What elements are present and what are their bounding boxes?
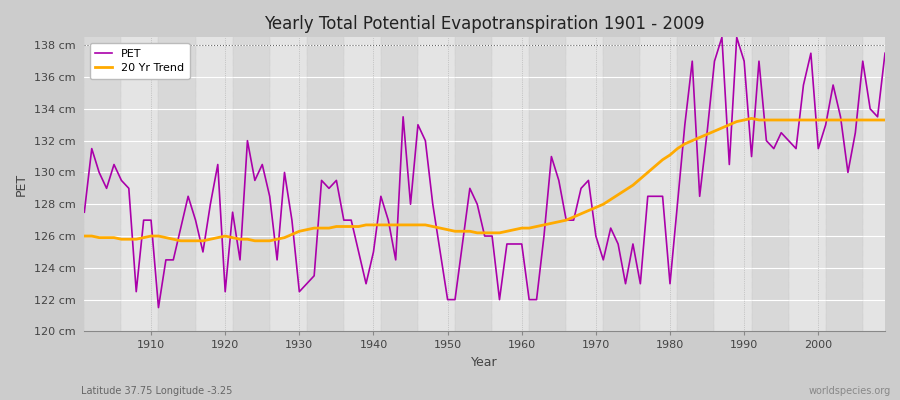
Line: PET: PET (85, 37, 885, 308)
Title: Yearly Total Potential Evapotranspiration 1901 - 2009: Yearly Total Potential Evapotranspiratio… (265, 15, 705, 33)
Line: 20 Yr Trend: 20 Yr Trend (85, 118, 885, 241)
Bar (455, 37, 492, 332)
Bar (158, 37, 195, 332)
PET (613, 242, 624, 246)
Bar (603, 37, 641, 332)
20 Yr Trend (517, 226, 527, 230)
Y-axis label: PET: PET (15, 173, 28, 196)
Bar (85, 37, 122, 332)
Bar (678, 37, 715, 332)
Bar (641, 37, 678, 332)
PET (524, 297, 535, 302)
PET (517, 242, 527, 246)
Bar (122, 37, 158, 332)
Bar (492, 37, 529, 332)
20 Yr Trend (79, 234, 90, 238)
PET (309, 273, 320, 278)
Bar (788, 37, 825, 332)
Bar (418, 37, 455, 332)
Text: worldspecies.org: worldspecies.org (809, 386, 891, 396)
20 Yr Trend (139, 235, 149, 240)
PET (79, 210, 90, 214)
20 Yr Trend (309, 226, 320, 230)
Bar (752, 37, 788, 332)
Bar (307, 37, 344, 332)
PET (153, 305, 164, 310)
PET (353, 250, 364, 254)
X-axis label: Year: Year (472, 356, 498, 369)
Bar (344, 37, 381, 332)
PET (879, 51, 890, 56)
Bar (566, 37, 603, 332)
20 Yr Trend (176, 238, 186, 243)
Legend: PET, 20 Yr Trend: PET, 20 Yr Trend (90, 43, 190, 79)
20 Yr Trend (746, 116, 757, 121)
20 Yr Trend (613, 192, 624, 197)
Bar (825, 37, 863, 332)
20 Yr Trend (879, 118, 890, 122)
Bar (529, 37, 566, 332)
Bar (232, 37, 270, 332)
Bar (381, 37, 418, 332)
Bar (195, 37, 232, 332)
Bar (270, 37, 307, 332)
20 Yr Trend (353, 224, 364, 229)
Text: Latitude 37.75 Longitude -3.25: Latitude 37.75 Longitude -3.25 (81, 386, 232, 396)
Bar (715, 37, 752, 332)
20 Yr Trend (524, 226, 535, 230)
PET (139, 218, 149, 222)
PET (716, 35, 727, 40)
Bar (863, 37, 885, 332)
